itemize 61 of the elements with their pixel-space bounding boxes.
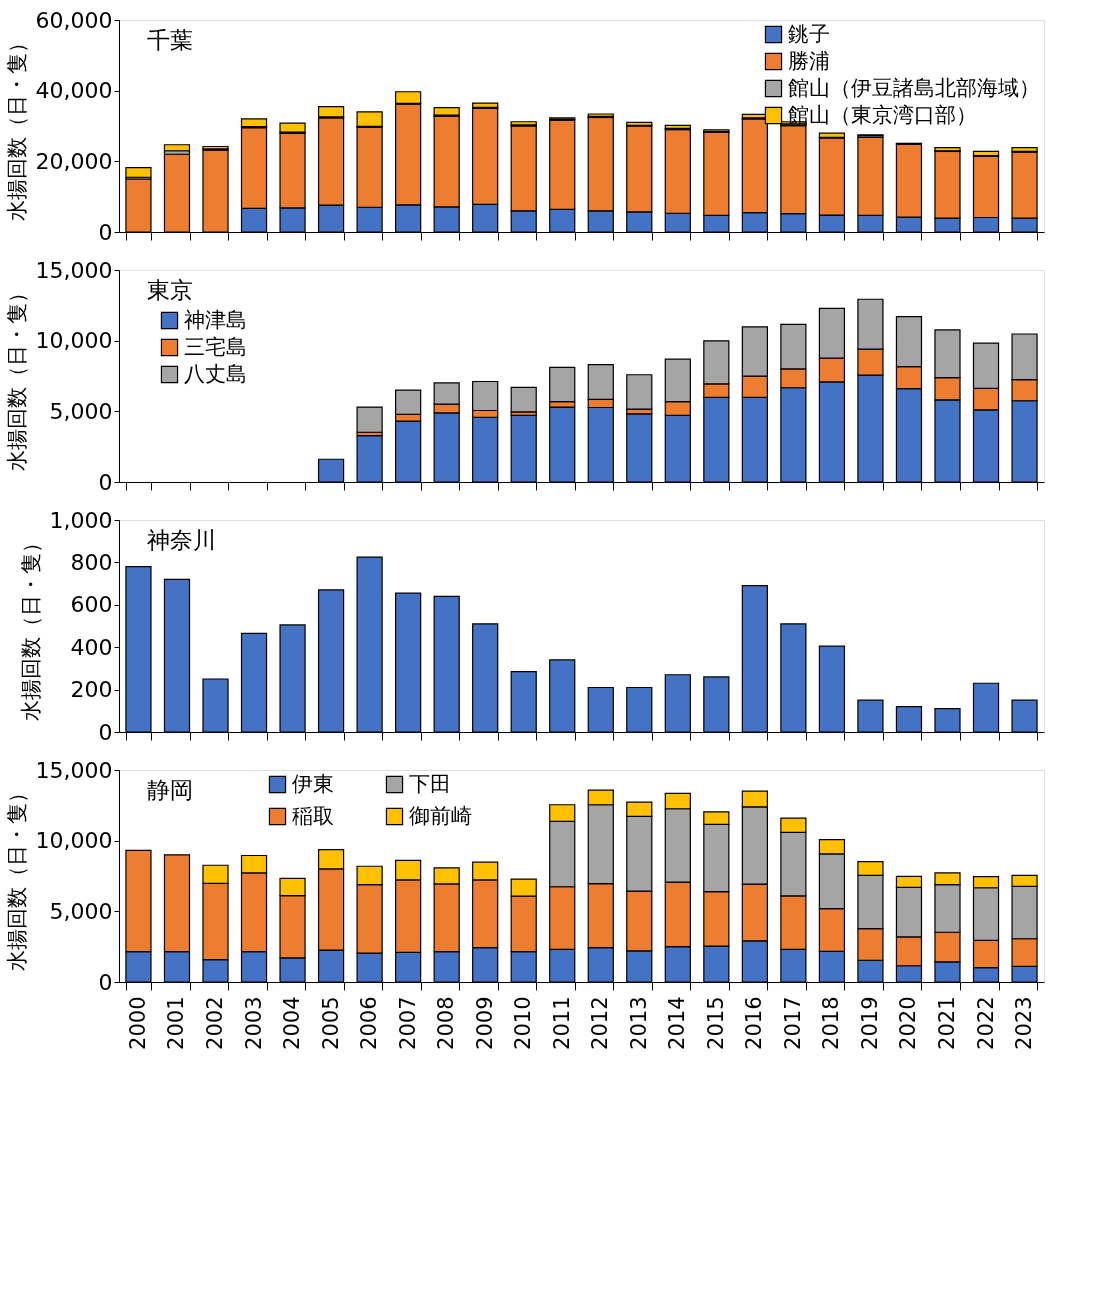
y-tick-label: 200 xyxy=(70,677,113,703)
x-tick-label: 2008 xyxy=(434,996,459,1050)
legend-label: 館山（東京湾口部） xyxy=(788,102,977,127)
x-tick-label: 2017 xyxy=(780,996,805,1050)
y-tick-label: 600 xyxy=(70,592,113,618)
y-tick-label: 5,000 xyxy=(49,898,113,924)
x-tick-label: 2011 xyxy=(549,996,574,1050)
y-axis-title: 水揚回数（日・隻） xyxy=(4,32,29,221)
chart-title: 千葉 xyxy=(147,27,193,53)
x-tick-label: 2018 xyxy=(819,996,844,1050)
y-tick-label: 0 xyxy=(98,719,113,745)
x-tick-label: 2006 xyxy=(357,996,382,1050)
legend-label: 館山（伊豆諸島北部海域） xyxy=(788,75,1040,100)
y-tick-label: 0 xyxy=(98,469,113,495)
x-tick-label: 2016 xyxy=(742,996,767,1050)
y-tick-label: 40,000 xyxy=(35,78,113,104)
legend-label: 勝浦 xyxy=(788,48,830,73)
x-tick-label: 2002 xyxy=(203,996,228,1050)
legend-label: 三宅島 xyxy=(184,334,247,359)
legend-label: 銚子 xyxy=(788,21,830,46)
legend-label: 稲取 xyxy=(292,803,334,828)
y-tick-label: 60,000 xyxy=(35,7,113,33)
legend-label: 下田 xyxy=(409,771,451,796)
chart-title: 東京 xyxy=(147,277,193,303)
x-tick-label: 2022 xyxy=(973,996,998,1050)
x-tick-label: 2019 xyxy=(857,996,882,1050)
y-tick-label: 5,000 xyxy=(49,398,113,424)
y-tick-label: 800 xyxy=(70,549,113,575)
y-axis-title: 水揚回数（日・隻） xyxy=(4,782,29,971)
chart-title: 神奈川 xyxy=(147,527,216,553)
y-tick-label: 15,000 xyxy=(35,757,113,783)
x-tick-label: 2004 xyxy=(280,996,305,1050)
x-tick-label: 2021 xyxy=(934,996,959,1050)
chart-title: 静岡 xyxy=(147,777,193,803)
x-tick-label: 2013 xyxy=(626,996,651,1050)
x-tick-label: 2023 xyxy=(1012,996,1037,1050)
y-axis-title: 水揚回数（日・隻） xyxy=(18,532,43,721)
y-tick-label: 1,000 xyxy=(49,507,113,533)
x-tick-label: 2014 xyxy=(665,996,690,1050)
x-tick-label: 2020 xyxy=(896,996,921,1050)
x-tick-label: 2007 xyxy=(395,996,420,1050)
y-tick-label: 0 xyxy=(98,969,113,995)
y-tick-label: 0 xyxy=(98,219,113,245)
x-tick-label: 2010 xyxy=(511,996,536,1050)
x-tick-label: 2001 xyxy=(164,996,189,1050)
x-tick-label: 2005 xyxy=(318,996,343,1050)
y-tick-label: 15,000 xyxy=(35,257,113,283)
x-tick-label: 2000 xyxy=(125,996,150,1050)
x-tick-label: 2012 xyxy=(588,996,613,1050)
y-tick-label: 10,000 xyxy=(35,328,113,354)
x-tick-label: 2009 xyxy=(472,996,497,1050)
y-tick-label: 10,000 xyxy=(35,828,113,854)
y-axis-title: 水揚回数（日・隻） xyxy=(4,282,29,471)
legend-label: 神津島 xyxy=(184,307,247,332)
y-tick-label: 20,000 xyxy=(35,148,113,174)
y-tick-label: 400 xyxy=(70,634,113,660)
legend-label: 御前崎 xyxy=(409,803,472,828)
x-tick-label: 2015 xyxy=(703,996,728,1050)
legend-label: 伊東 xyxy=(292,771,334,796)
x-tick-label: 2003 xyxy=(241,996,266,1050)
legend-label: 八丈島 xyxy=(184,361,247,386)
